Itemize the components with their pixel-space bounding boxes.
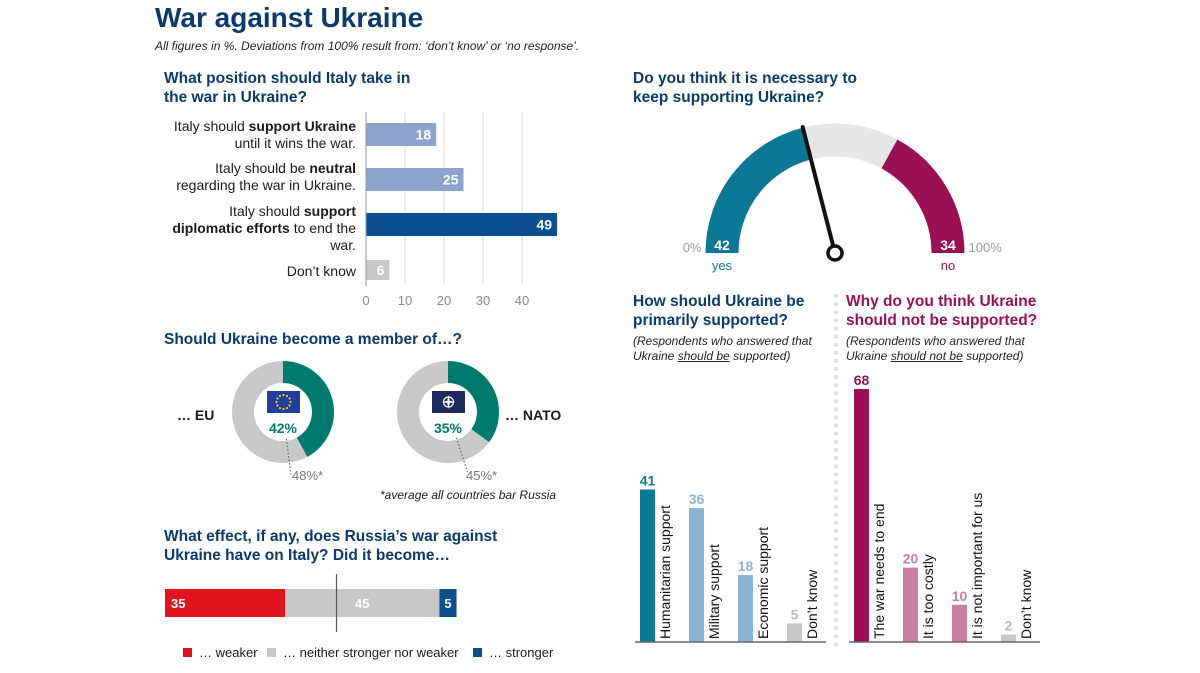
eu-donut-chart: 42% <box>232 361 334 475</box>
gauge-no-segment <box>881 139 965 254</box>
bar-value-label: 36 <box>689 491 705 507</box>
bar <box>366 123 437 146</box>
gauge-yes-label: yes <box>712 258 733 273</box>
bar-category-label: Economic support <box>755 527 771 639</box>
x-tick-label: 10 <box>398 293 412 308</box>
donut-segment <box>397 361 499 463</box>
gauge-min-label: 0% <box>683 240 702 255</box>
how-note: (Respondents who answered that Ukraine s… <box>633 334 812 363</box>
stacked-segment <box>439 589 457 617</box>
bar-value-label: 5 <box>791 606 799 622</box>
legend-stronger: … stronger <box>473 645 553 660</box>
donut-value-label: 35% <box>434 420 463 436</box>
nato-average-label: 45%* <box>466 468 498 483</box>
bar-value-label: 10 <box>952 588 968 604</box>
bar-category-label: Don’t know <box>1018 569 1034 639</box>
legend-neither: … neither stronger nor weaker <box>267 645 459 660</box>
bar-category-label: It is not important for us <box>969 493 985 639</box>
why-bar-chart: 68 The war needs to end 20 It is too costly… <box>849 372 1040 643</box>
membership-question: Should Ukraine become a member of…? <box>164 331 463 348</box>
bar-category-label: It is too costly <box>920 554 936 639</box>
eu-average-label: 48%* <box>292 468 324 483</box>
nato-donut-chart: 35% <box>397 361 499 473</box>
average-marker <box>455 437 469 473</box>
bar <box>640 489 655 642</box>
gauge-yes-segment <box>705 127 812 254</box>
eu-label: … EU <box>177 407 215 423</box>
bar <box>952 604 967 642</box>
x-tick-label: 20 <box>437 293 451 308</box>
donut-segment <box>232 361 334 463</box>
bar <box>1001 634 1016 642</box>
why-question: Why do you think Ukraine should not be s… <box>846 293 1038 329</box>
bar <box>366 213 558 236</box>
gauge-needle <box>800 125 837 255</box>
how-question: How should Ukraine be primarily supporte… <box>633 293 805 329</box>
bar-value-label: 25 <box>443 172 459 188</box>
why-note: (Respondents who answered that Ukraine s… <box>846 334 1025 363</box>
position-label-2: Italy should be neutral regarding the wa… <box>176 160 356 193</box>
bar-value-label: 49 <box>537 217 553 233</box>
segment-value-label: 5 <box>444 596 451 611</box>
effect-question: What effect, if any, does Russia’s war a… <box>164 528 498 564</box>
gauge-hub <box>826 244 844 262</box>
bar-value-label: 68 <box>854 372 870 388</box>
page-subtitle: All figures in %. Deviations from 100% r… <box>155 39 580 53</box>
nato-label: … NATO <box>505 407 562 423</box>
gauge-no-label: no <box>941 258 955 273</box>
bar-value-label: 2 <box>1005 618 1013 634</box>
position-question: What position should Italy take in the w… <box>164 70 411 106</box>
membership-footnote: *average all countries bar Russia <box>380 488 557 502</box>
donut-value-label: 42% <box>269 420 298 436</box>
bar <box>854 389 869 642</box>
legend-stronger-swatch <box>473 648 482 657</box>
bar-category-label: Don’t know <box>804 569 820 639</box>
bar-value-label: 6 <box>377 262 385 278</box>
page-title: War against Ukraine <box>155 2 424 33</box>
bar <box>903 567 918 642</box>
gauge-yes-value: 42 <box>714 237 730 253</box>
gauge-undecided-segment <box>802 123 898 169</box>
x-tick-label: 40 <box>515 293 529 308</box>
position-label-4: Don’t know <box>286 263 356 279</box>
segment-value-label: 45 <box>355 596 369 611</box>
support-gauge: 42 34 yes no 0% 100% <box>683 123 1003 273</box>
bar <box>787 623 802 642</box>
bar-value-label: 18 <box>738 558 754 574</box>
bar-category-label: The war needs to end <box>871 504 887 639</box>
bar-value-label: 20 <box>903 551 919 567</box>
x-tick-label: 30 <box>476 293 490 308</box>
x-tick-label: 0 <box>362 293 369 308</box>
average-marker <box>285 438 292 475</box>
bar-value-label: 18 <box>416 127 432 143</box>
column-divider <box>834 294 838 648</box>
position-label-3: Italy should support diplomatic efforts … <box>172 203 356 253</box>
legend-weaker: … weaker <box>183 645 258 660</box>
nato-flag-icon <box>432 391 465 413</box>
legend-neither-swatch <box>267 648 276 657</box>
bar <box>738 575 753 642</box>
position-bar-chart: 18 25 49 60 10 20 30 40 <box>362 112 558 308</box>
bar-category-label: Military support <box>706 544 722 639</box>
stacked-segment <box>165 589 286 617</box>
bar <box>366 260 390 280</box>
position-label-1: Italy should support Ukraine until it wi… <box>173 118 356 151</box>
support-question: Do you think it is necessary to keep sup… <box>633 70 857 106</box>
gauge-max-label: 100% <box>969 240 1003 255</box>
segment-value-label: 35 <box>171 596 185 611</box>
bar <box>366 168 464 191</box>
legend-weaker-swatch <box>183 648 192 657</box>
bar-value-label: 41 <box>640 472 656 488</box>
bar <box>689 508 704 642</box>
effect-stacked-bar: 35 45 5 <box>165 574 457 632</box>
eu-flag-icon <box>267 391 300 413</box>
bar-category-label: Humanitarian support <box>657 505 673 639</box>
stacked-segment <box>285 589 440 617</box>
how-bar-chart: 41 Humanitarian support 36 Military support… <box>635 472 826 643</box>
gauge-no-value: 34 <box>940 237 956 253</box>
